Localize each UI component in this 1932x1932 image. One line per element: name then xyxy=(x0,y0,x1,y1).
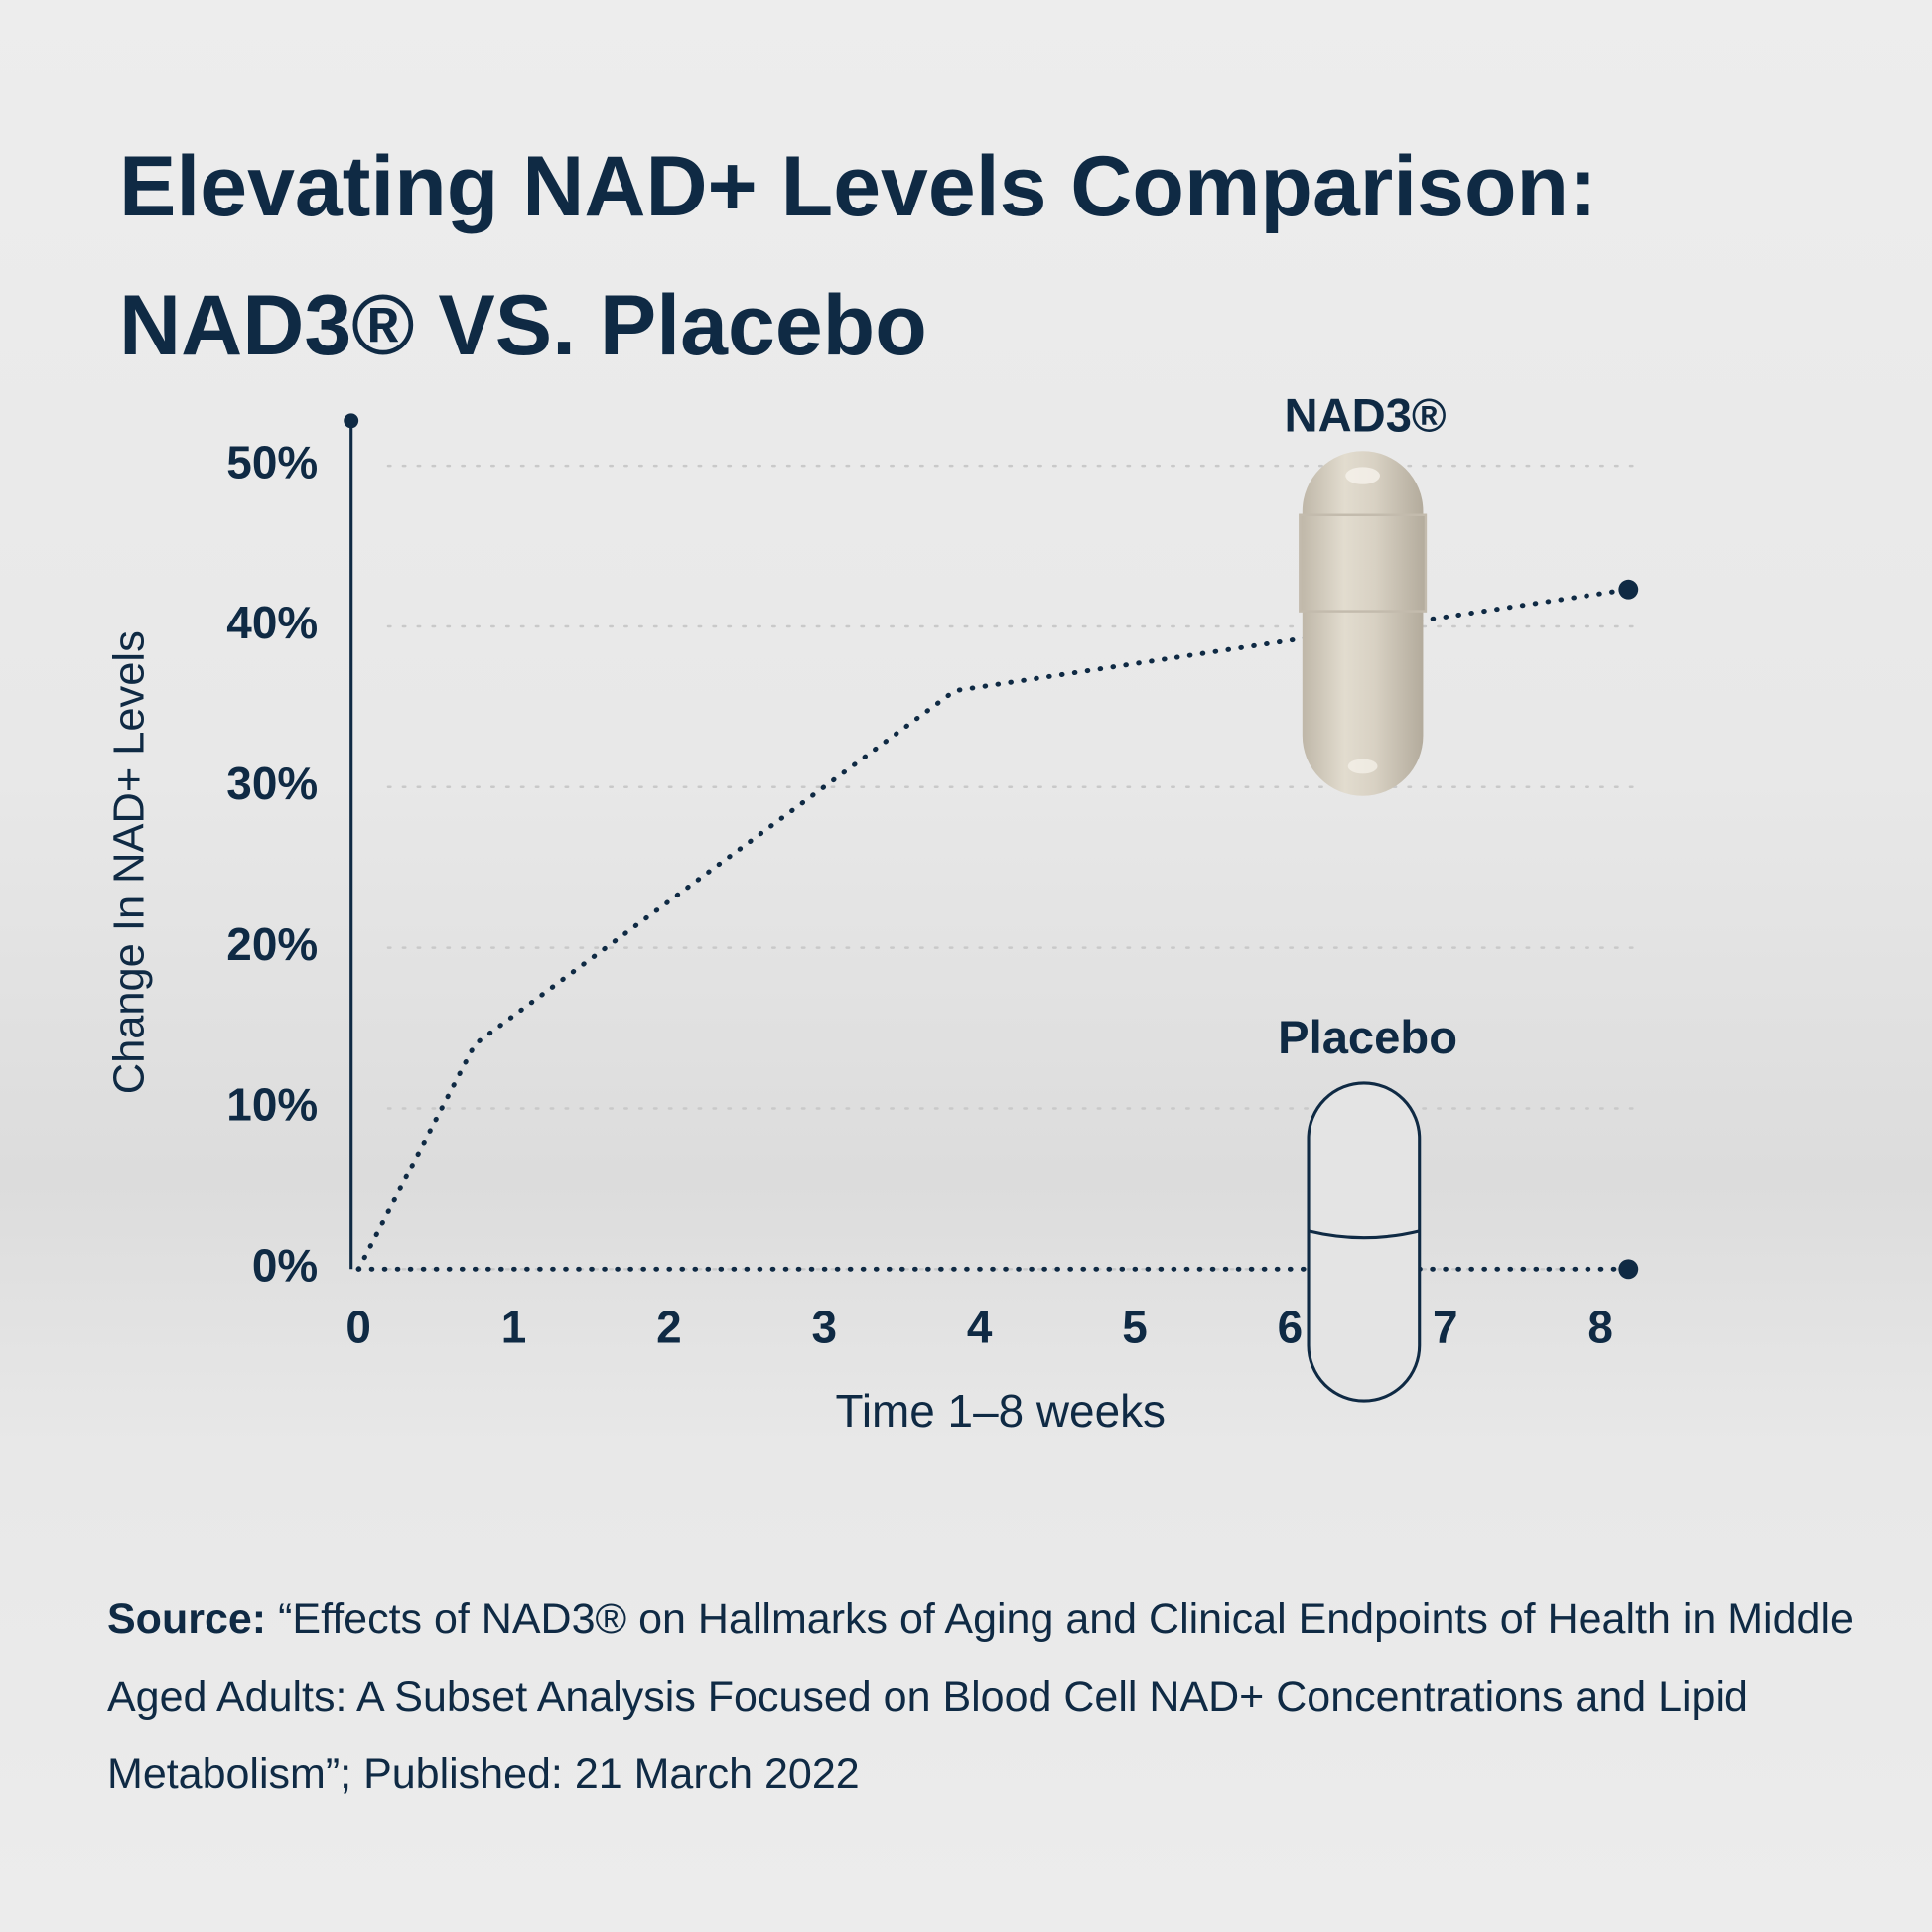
x-tick-label: 2 xyxy=(656,1301,682,1352)
x-tick-label: 6 xyxy=(1278,1301,1304,1352)
y-tick-label: 40% xyxy=(226,597,318,648)
x-tick-label: 8 xyxy=(1587,1301,1613,1352)
source-label: Source: xyxy=(107,1595,267,1643)
y-axis-label: Change In NAD+ Levels xyxy=(105,630,153,1094)
y-tick-label: 0% xyxy=(252,1239,318,1291)
x-tick-label: 0 xyxy=(345,1301,371,1352)
nad3-capsule xyxy=(1299,451,1428,796)
x-tick-label: 5 xyxy=(1122,1301,1148,1352)
x-axis-label: Time 1–8 weeks xyxy=(835,1385,1166,1437)
y-tick-label: 20% xyxy=(226,918,318,970)
x-tick-label: 4 xyxy=(967,1301,993,1352)
y-tick-label: 30% xyxy=(226,758,318,809)
x-tick-label: 3 xyxy=(812,1301,838,1352)
source-note: Source: “Effects of NAD3® on Hallmarks o… xyxy=(107,1581,1874,1813)
x-tick-label: 7 xyxy=(1433,1301,1458,1352)
y-tick-label: 10% xyxy=(226,1079,318,1131)
y-tick-label: 50% xyxy=(226,436,318,487)
x-tick-label: 1 xyxy=(501,1301,527,1352)
chart-title: Elevating NAD+ Levels Comparison: NAD3® … xyxy=(119,139,1597,373)
source-text: “Effects of NAD3® on Hallmarks of Aging … xyxy=(107,1595,1854,1798)
series-line xyxy=(355,587,1631,1272)
legend-label: Placebo xyxy=(1278,1011,1457,1063)
plot: 0% 10% 20% 30% 40% 50% 0 1 2 3 4 5 6 7 8 xyxy=(226,413,1647,1352)
series-end-dot xyxy=(1618,579,1639,600)
placebo-capsule xyxy=(1307,1081,1422,1403)
y-axis-end xyxy=(344,413,359,429)
series-end-dot xyxy=(1618,1259,1639,1280)
legend-label: NAD3® xyxy=(1285,388,1447,441)
